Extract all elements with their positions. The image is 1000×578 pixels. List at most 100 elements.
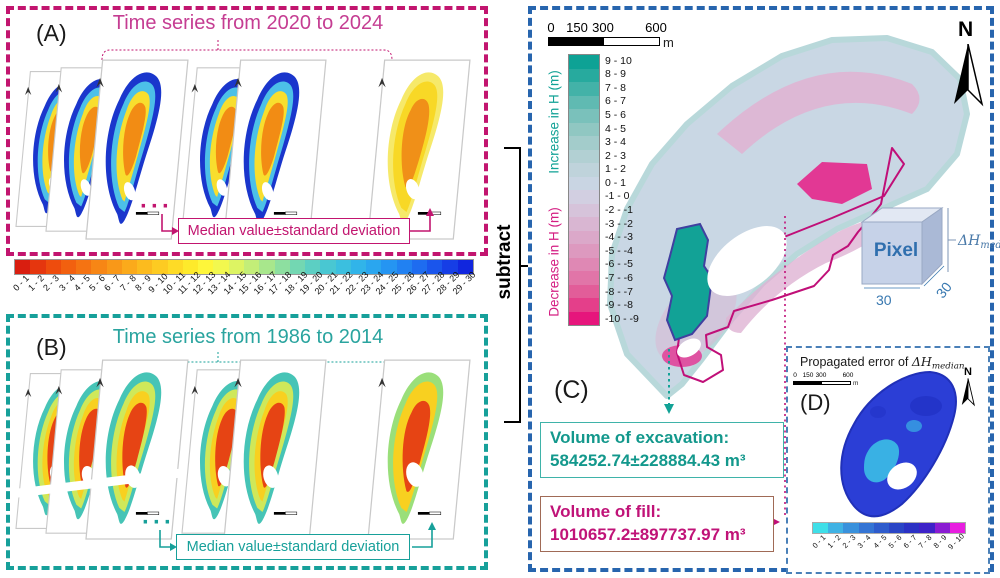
- panel-b: (B) Time series from 1986 to 2014 ··· Me…: [6, 314, 488, 570]
- change-legend-range: -1 - 0: [605, 190, 630, 203]
- error-colorbar-label-slot: 4 - 5: [871, 533, 889, 561]
- change-legend-swatch: [569, 257, 599, 271]
- change-legend-range: 0 - 1: [605, 176, 627, 189]
- change-legend-range: 5 - 6: [605, 108, 627, 121]
- change-legend-range: -7 - -6: [605, 272, 634, 285]
- error-colorbar-label: 7 - 8: [916, 533, 934, 550]
- subtract-label: subtract: [494, 222, 516, 302]
- elevation-colorbar-segment: [167, 260, 183, 274]
- elevation-colorbar-segment: [366, 260, 382, 274]
- elevation-colorbar-segment: [427, 260, 443, 274]
- elevation-colorbar-segment: [381, 260, 397, 274]
- scalebar-white-segment: [604, 38, 659, 45]
- scalebar-tick: 150: [802, 372, 814, 379]
- elevation-colorbar-segment: [289, 260, 306, 274]
- change-legend-range: 2 - 3: [605, 149, 627, 162]
- elevation-colorbar-segment: [350, 260, 367, 274]
- median-arrow-right: [412, 530, 433, 548]
- scalebar-tick: 0: [793, 372, 797, 379]
- error-colorbar-segment: [889, 523, 905, 533]
- scalebar: [548, 37, 660, 46]
- elevation-colorbar-segment: [457, 260, 473, 274]
- elevation-colorbar-segment: [213, 260, 229, 274]
- panel-b-label: (B): [36, 334, 67, 360]
- elevation-colorbar-segment: [45, 260, 61, 274]
- elevation-colorbar-segment: [15, 260, 31, 274]
- elevation-change-map: [607, 35, 970, 528]
- volume-fill-box: Volume of fill: 1010657.2±897737.97 m³: [540, 496, 774, 552]
- elevation-colorbar-segment: [243, 260, 260, 274]
- error-colorbar-segment: [843, 523, 859, 533]
- scalebar-tick: 600: [645, 20, 667, 35]
- change-legend-swatch: [569, 176, 599, 190]
- legend-increase-label: Increase in H (m): [546, 70, 562, 174]
- panel-a-label: (A): [36, 20, 67, 46]
- scalebar-tick: 300: [815, 372, 827, 379]
- change-legend-swatch: [569, 68, 599, 82]
- pixel-width-label: 30: [876, 292, 892, 308]
- median-arrow-left: [159, 530, 170, 548]
- change-legend-swatch: [569, 122, 599, 136]
- change-legend-swatch: [569, 311, 599, 325]
- no-data-hole: [887, 462, 917, 490]
- delta-h-symbol: ΔH: [958, 233, 981, 249]
- north-label: N: [958, 18, 974, 41]
- error-colorbar-segment: [858, 523, 874, 533]
- delta-h-symbol: ΔH: [911, 354, 932, 369]
- elevation-colorbar-segment: [30, 260, 46, 274]
- panel-b-graphics: [10, 352, 484, 551]
- elevation-colorbar-label-slot: 2 - 3: [41, 273, 61, 309]
- elevation-colorbar-segment: [60, 260, 77, 274]
- error-colorbar-label-slot: 1 - 2: [826, 533, 843, 561]
- map-sheet-median-result: [368, 360, 470, 539]
- change-legend-swatch: [569, 136, 599, 150]
- scalebar-ticks: 0 150 300 600: [792, 372, 856, 380]
- change-legend-range: -10 - -9: [605, 312, 639, 325]
- change-legend-range: -9 - -8: [605, 299, 634, 312]
- scalebar-tick: 150: [566, 20, 588, 35]
- error-colorbar-label: 5 - 6: [886, 533, 904, 550]
- map-sheet-median-result: [368, 60, 470, 239]
- elevation-colorbar-label-slot: 3 - 4: [57, 273, 77, 309]
- scalebar-black-segment: [794, 382, 822, 384]
- elevation-colorbar-segment: [121, 260, 138, 274]
- error-colorbar-label: 8 - 9: [931, 533, 949, 550]
- change-legend-range: -8 - -7: [605, 285, 634, 298]
- error-colorbar-label: 3 - 4: [855, 533, 873, 550]
- elevation-colorbar-label-slot: 7 - 8: [118, 273, 138, 309]
- change-legend-range: -3 - -2: [605, 217, 634, 230]
- change-legend-swatch: [569, 163, 599, 177]
- error-colorbar: [812, 522, 966, 534]
- change-legend-range: 8 - 9: [605, 68, 627, 81]
- error-colorbar-label: 4 - 5: [871, 533, 889, 550]
- elevation-colorbar-label-slot: 29 - 30: [450, 270, 477, 309]
- change-legend-range: -6 - -5: [605, 258, 634, 271]
- panel-b-title: Time series from 1986 to 2014: [112, 326, 384, 348]
- change-legend-range: -2 - -1: [605, 204, 634, 217]
- change-legend-range: 9 - 10: [605, 54, 632, 67]
- error-colorbar-segment: [873, 523, 890, 533]
- change-legend-swatch: [569, 284, 599, 298]
- panel-a-brace: [101, 49, 393, 61]
- pixel-cube-diagram: [860, 207, 956, 289]
- legend-decrease-label: Decrease in H (m): [546, 207, 562, 317]
- change-legend-range: 6 - 7: [605, 95, 627, 108]
- error-colorbar-segment: [813, 523, 829, 533]
- elevation-colorbar-segment: [198, 260, 214, 274]
- error-colorbar-label: 0 - 1: [810, 533, 828, 550]
- elevation-colorbar-label-slot: 0 - 1: [11, 273, 31, 309]
- elevation-colorbar-segment: [274, 260, 290, 274]
- error-colorbar-segment: [828, 523, 844, 533]
- map-sheet: [224, 360, 326, 539]
- error-colorbar-label-slot: 6 - 7: [902, 533, 919, 561]
- elevation-colorbar-segment: [320, 260, 336, 274]
- change-legend-swatch: [569, 190, 599, 204]
- median-arrow-right: [410, 216, 431, 232]
- change-legend-swatch: [569, 271, 599, 285]
- panel-a: (A) Time series from 2020 to 2024 ··· Me…: [6, 6, 488, 256]
